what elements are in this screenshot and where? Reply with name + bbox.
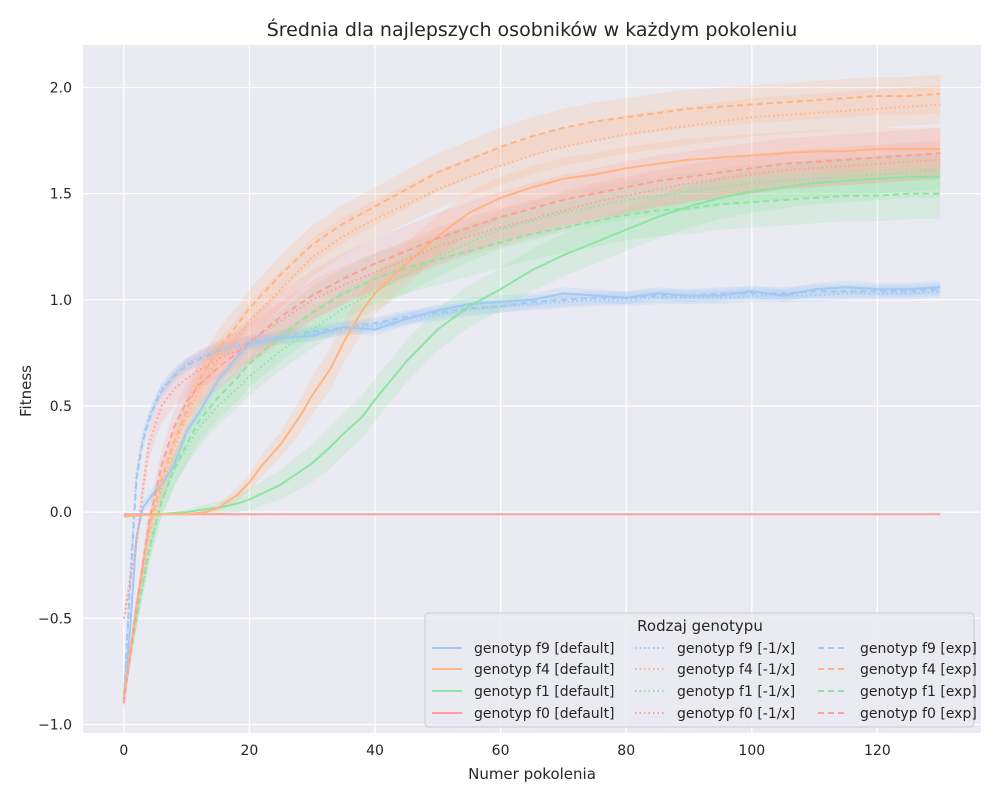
y-axis-label: Fitness [17,365,35,417]
series-line-genotyp-f0-1-x- [122,158,941,619]
y-tick-label: 2.0 [50,80,72,96]
x-tick-label: 0 [119,743,128,759]
y-tick-label: 1.0 [50,293,72,309]
x-tick-label: 80 [617,743,635,759]
y-tick-label: 0.0 [50,505,72,521]
legend-entry: genotyp f1 [default] [474,684,615,700]
legend-title: Rodzaj genotypu [637,617,763,635]
x-tick-label: 20 [240,743,258,759]
y-axis-ticks: −1.0 −0.5 0.0 0.5 1.0 1.5 2.0 [38,80,72,733]
band-genotyp-f4-1-x- [123,85,941,704]
series-line-genotyp-f9-1-x- [122,290,941,704]
legend-entry: genotyp f1 [exp] [860,684,977,700]
band-genotyp-f1-default- [123,155,941,517]
y-tick-label: −0.5 [38,611,72,627]
legend-entry: genotyp f4 [-1/x] [677,662,795,678]
series-line-genotyp-f1-exp- [122,192,941,693]
x-tick-label: 60 [492,743,510,759]
y-tick-label: −1.0 [38,718,72,734]
y-tick-label: 0.5 [50,399,72,415]
x-axis-ticks: 0 20 40 60 80 100 120 [119,743,890,759]
series-line-genotyp-f9-exp- [122,288,941,700]
band-genotyp-f0-1-x- [123,140,941,627]
chart-title: Średnia dla najlepszych osobników w każd… [267,17,798,41]
series-lines [122,92,941,704]
x-tick-label: 120 [864,743,891,759]
legend-entry: genotyp f9 [exp] [860,641,977,657]
legend-entry: genotyp f0 [-1/x] [677,706,795,722]
y-tick-label: 1.5 [50,187,72,203]
series-line-genotyp-f4-default- [123,148,941,518]
legend-entry: genotyp f0 [exp] [860,706,977,722]
grid [83,45,981,733]
legend-items: genotyp f9 [default] genotyp f4 [default]… [432,641,977,722]
series-line-genotyp-f4-exp- [122,92,941,700]
x-tick-label: 40 [366,743,384,759]
legend-entry: genotyp f9 [-1/x] [677,641,795,657]
legend-entry: genotyp f4 [default] [474,662,615,678]
legend: Rodzaj genotypu genotyp f9 [default]geno… [424,612,977,728]
legend-entry: genotyp f4 [exp] [860,662,977,678]
legend-entry: genotyp f0 [default] [474,706,615,722]
x-axis-label: Numer pokolenia [468,765,596,783]
legend-entry: genotyp f9 [default] [474,641,615,657]
series-line-genotyp-f0-exp- [122,152,941,704]
band-genotyp-f0-exp- [123,127,941,714]
legend-entry: genotyp f1 [-1/x] [677,684,795,700]
series-line-genotyp-f1-default- [123,175,941,518]
x-tick-label: 100 [738,743,765,759]
series-line-genotyp-f4-1-x- [122,103,941,693]
band-genotyp-f4-default- [123,127,941,517]
series-line-genotyp-f1-1-x- [122,169,941,693]
legend-box [424,612,975,728]
